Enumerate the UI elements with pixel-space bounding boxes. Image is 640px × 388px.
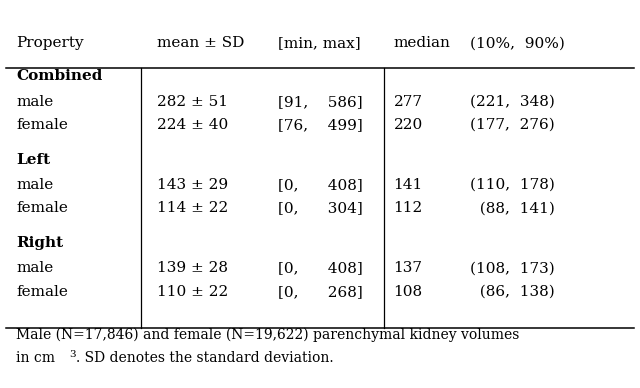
Text: 110 ± 22: 110 ± 22 [157,285,228,299]
Text: [min, max]: [min, max] [278,36,361,50]
Text: 224 ± 40: 224 ± 40 [157,118,228,132]
Text: (88,  141): (88, 141) [470,201,556,215]
Text: 220: 220 [394,118,423,132]
Text: [0,      408]: [0, 408] [278,262,363,275]
Text: Property: Property [16,36,84,50]
Text: [0,      304]: [0, 304] [278,201,363,215]
Text: male: male [16,262,53,275]
Text: 277: 277 [394,95,422,109]
Text: female: female [16,118,68,132]
Text: in cm: in cm [16,352,55,365]
Text: mean ± SD: mean ± SD [157,36,244,50]
Text: 112: 112 [394,201,423,215]
Text: female: female [16,201,68,215]
Text: 139 ± 28: 139 ± 28 [157,262,228,275]
Text: (221,  348): (221, 348) [470,95,556,109]
Text: 108: 108 [394,285,423,299]
Text: Combined: Combined [16,69,102,83]
Text: 3: 3 [69,350,76,359]
Text: (177,  276): (177, 276) [470,118,555,132]
Text: Male (N=17,846) and female (N=19,622) parenchymal kidney volumes: Male (N=17,846) and female (N=19,622) pa… [16,328,520,342]
Text: 114 ± 22: 114 ± 22 [157,201,228,215]
Text: 282 ± 51: 282 ± 51 [157,95,228,109]
Text: (108,  173): (108, 173) [470,262,555,275]
Text: [91,    586]: [91, 586] [278,95,363,109]
Text: 143 ± 29: 143 ± 29 [157,178,228,192]
Text: [76,    499]: [76, 499] [278,118,363,132]
Text: 141: 141 [394,178,423,192]
Text: [0,      408]: [0, 408] [278,178,363,192]
Text: median: median [394,36,451,50]
Text: 137: 137 [394,262,422,275]
Text: . SD denotes the standard deviation.: . SD denotes the standard deviation. [76,352,333,365]
Text: female: female [16,285,68,299]
Text: Right: Right [16,236,63,250]
Text: (10%,  90%): (10%, 90%) [470,36,565,50]
Text: male: male [16,178,53,192]
Text: male: male [16,95,53,109]
Text: (86,  138): (86, 138) [470,285,555,299]
Text: [0,      268]: [0, 268] [278,285,363,299]
Text: Left: Left [16,153,50,167]
Text: (110,  178): (110, 178) [470,178,556,192]
